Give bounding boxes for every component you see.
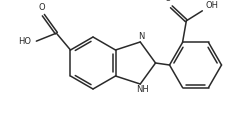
Text: OH: OH	[205, 1, 218, 10]
Text: N: N	[137, 32, 144, 42]
Text: O: O	[163, 0, 170, 3]
Text: NH: NH	[135, 85, 148, 94]
Text: HO: HO	[18, 37, 31, 46]
Text: O: O	[38, 3, 44, 12]
